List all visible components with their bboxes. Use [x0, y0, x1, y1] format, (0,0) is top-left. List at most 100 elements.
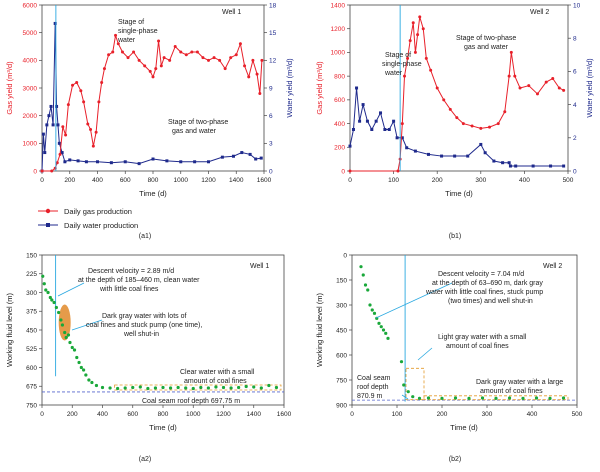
y-tick-label: 6000: [23, 2, 38, 9]
level-point: [44, 288, 48, 292]
y-tick-label: 300: [26, 290, 37, 297]
gas-point: [89, 128, 93, 131]
well-label-b1: Well 2: [530, 9, 549, 16]
water-point: [355, 86, 359, 90]
y-tick-label: 600: [334, 97, 345, 104]
water-point: [231, 154, 235, 158]
water-point: [508, 164, 512, 168]
level-point: [440, 396, 444, 400]
arrow-a2-descent: [57, 282, 85, 297]
y-tick-label: 0: [343, 252, 347, 259]
level-point: [48, 295, 52, 300]
x-tick-label: 100: [388, 177, 399, 184]
x-tick-label: 1200: [216, 411, 231, 418]
water-point: [348, 144, 352, 148]
gas-point: [396, 169, 400, 173]
level-point: [381, 328, 386, 332]
y-tick-label: 4000: [23, 58, 38, 65]
gas-point: [562, 88, 566, 92]
annotation-b2-1: Descent velocity = 7.04 m/d: [438, 271, 524, 278]
gas-point: [348, 169, 352, 173]
annotation-a2-8: amount of coal fines: [184, 378, 247, 385]
y-tick-label: 0: [341, 168, 345, 175]
water-point: [248, 152, 252, 156]
gas-point: [429, 68, 433, 72]
light-water-box-b2: [405, 367, 425, 401]
level-point: [84, 373, 88, 377]
level-point: [161, 385, 165, 390]
water-point: [466, 154, 470, 158]
water-point: [53, 21, 57, 25]
x-tick-label: 300: [475, 177, 486, 184]
gas-point: [551, 77, 555, 81]
x-tick-label: 400: [92, 177, 103, 184]
gas-point: [179, 50, 183, 54]
x-tick-label: 0: [40, 177, 44, 184]
water-point: [549, 164, 553, 168]
gas-point: [518, 86, 522, 90]
water-point: [440, 154, 444, 158]
water-point: [68, 158, 72, 162]
gas-point: [557, 86, 561, 90]
annotation-b1-single-3: water: [384, 70, 403, 77]
y-tick-label: 900: [336, 402, 347, 409]
y-tick-label: 600: [26, 365, 37, 372]
chart-a1: 0 1000 2000 3000 4000 5000 6000 0 3 6 9 12 15 18 0 200 4…: [5, 2, 294, 198]
water-point: [514, 164, 518, 168]
gas-point: [94, 130, 98, 134]
y-tick-label: 750: [26, 402, 37, 409]
water-point: [453, 154, 457, 158]
gas-point: [40, 169, 44, 173]
water-point: [96, 160, 99, 164]
level-point: [417, 396, 422, 400]
y-tick-label: 600: [336, 352, 347, 359]
annotation-a2-6: well shut-in: [123, 331, 159, 338]
x-tick-label: 800: [148, 177, 159, 184]
y-tick-label: 800: [334, 73, 345, 80]
gas-point: [114, 33, 118, 37]
x-tick-label: 500: [563, 177, 574, 184]
water-point: [259, 156, 263, 160]
x-tick-label: 100: [392, 411, 403, 418]
y-tick-label: 375: [26, 309, 37, 316]
level-point: [68, 340, 72, 345]
level-point: [138, 385, 142, 389]
level-point: [561, 396, 566, 400]
y-tick-right-label: 9: [269, 85, 273, 92]
legend: Daily gas production Daily water product…: [38, 207, 138, 230]
y-tick-label: 2000: [23, 113, 38, 120]
level-point: [361, 273, 365, 277]
gas-point: [416, 33, 420, 37]
water-point: [387, 128, 391, 131]
gas-point: [97, 100, 101, 104]
gas-point: [184, 53, 188, 57]
y-axis-label-a2: Working fluid level (m): [5, 292, 14, 367]
caption-b2: (b2): [449, 456, 461, 463]
annotation-a1-single-3: water: [117, 37, 136, 44]
y-tick-right-label: 6: [269, 113, 273, 120]
water-series-line: [41, 23, 262, 172]
gas-point: [255, 72, 259, 76]
water-point: [49, 104, 53, 108]
arrow-b2-light: [417, 347, 433, 361]
level-point: [176, 385, 180, 390]
annotation-a2-3: with little coal fines: [99, 286, 159, 293]
caption-a2: (a2): [139, 456, 151, 463]
gas-point: [229, 56, 233, 60]
gas-point: [251, 58, 255, 62]
annotation-b1-single-1: Stage of: [385, 52, 411, 59]
water-point: [392, 119, 396, 123]
y-tick-label: 5000: [23, 30, 38, 37]
water-point: [56, 123, 60, 127]
gas-point: [154, 67, 158, 71]
water-point: [63, 160, 67, 164]
water-series-line: [349, 87, 564, 167]
gas-point: [50, 169, 54, 173]
y-tick-right-label: 12: [269, 58, 277, 65]
y-axis-label-left-a1: Gas yield (m³/d): [5, 61, 14, 115]
gas-point: [168, 58, 172, 62]
water-point: [47, 114, 51, 118]
level-point: [79, 365, 83, 370]
gas-point: [513, 74, 517, 78]
